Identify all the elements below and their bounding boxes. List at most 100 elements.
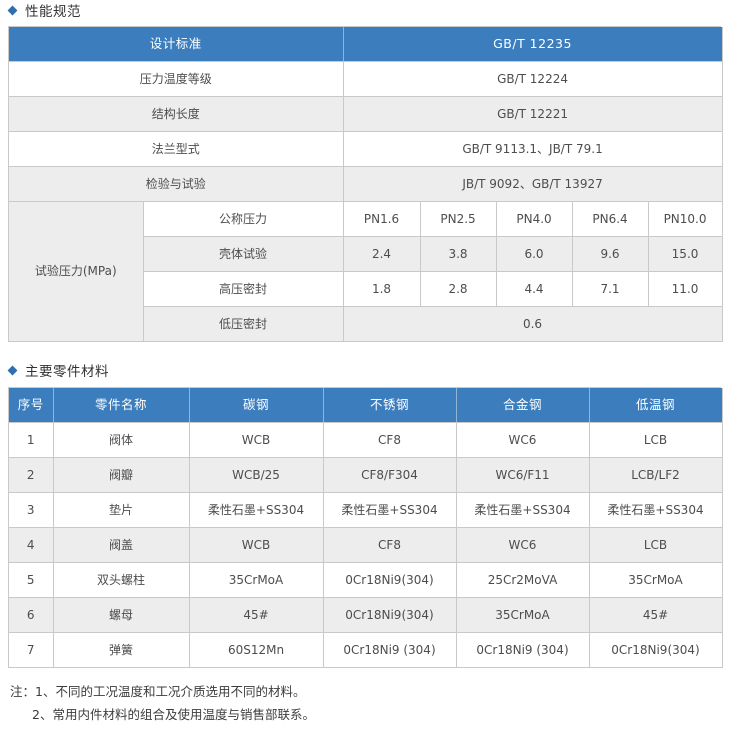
cell-alloy-steel: WC6 bbox=[456, 527, 590, 563]
cell-part-name: 阀瓣 bbox=[53, 457, 190, 493]
cell-carbon-steel: WCB bbox=[189, 422, 324, 458]
nominal-pressure-label: 公称压力 bbox=[143, 201, 344, 237]
table-row: 3 垫片 柔性石墨+SS304 柔性石墨+SS304 柔性石墨+SS304 柔性… bbox=[9, 492, 723, 528]
shell-test-value: 6.0 bbox=[496, 236, 573, 272]
nominal-pressure-value: PN1.6 bbox=[343, 201, 421, 237]
cell-no: 6 bbox=[9, 597, 54, 633]
col-header-carbon-steel: 碳钢 bbox=[189, 388, 324, 423]
shell-test-label: 壳体试验 bbox=[143, 236, 344, 272]
cell-part-name: 螺母 bbox=[53, 597, 190, 633]
nominal-pressure-value: PN2.5 bbox=[420, 201, 497, 237]
cell-alloy-steel: 35CrMoA bbox=[456, 597, 590, 633]
performance-spec-table: 设计标准 GB/T 12235 压力温度等级 GB/T 12224 结构长度 G… bbox=[8, 26, 723, 342]
table-row: 4 阀盖 WCB CF8 WC6 LCB bbox=[9, 527, 723, 563]
main-part-materials-table: 序号 零件名称 碳钢 不锈钢 合金钢 低温钢 1 阀体 WCB CF8 WC6 … bbox=[8, 387, 723, 668]
spec-header-label: 设计标准 bbox=[9, 27, 344, 62]
cell-part-name: 垫片 bbox=[53, 492, 190, 528]
spec-row-value: GB/T 12224 bbox=[343, 61, 723, 97]
cell-low-temp-steel: LCB bbox=[589, 422, 723, 458]
cell-stainless-steel: 0Cr18Ni9(304) bbox=[323, 597, 457, 633]
high-seal-value: 2.8 bbox=[420, 271, 497, 307]
cell-low-temp-steel: 45# bbox=[589, 597, 723, 633]
spec-header-value: GB/T 12235 bbox=[343, 27, 723, 62]
col-header-alloy-steel: 合金钢 bbox=[456, 388, 590, 423]
table-row: 结构长度 GB/T 12221 bbox=[9, 96, 723, 132]
footnote-line-2: 2、常用内件材料的组合及使用温度与销售部联系。 bbox=[32, 707, 315, 723]
table-row: 1 阀体 WCB CF8 WC6 LCB bbox=[9, 422, 723, 458]
table-row: 2 阀瓣 WCB/25 CF8/F304 WC6/F11 LCB/LF2 bbox=[9, 457, 723, 493]
cell-no: 1 bbox=[9, 422, 54, 458]
table-row: 法兰型式 GB/T 9113.1、JB/T 79.1 bbox=[9, 131, 723, 167]
cell-stainless-steel: CF8 bbox=[323, 527, 457, 563]
shell-test-value: 15.0 bbox=[648, 236, 723, 272]
col-header-part-name: 零件名称 bbox=[53, 388, 190, 423]
cell-alloy-steel: 柔性石墨+SS304 bbox=[456, 492, 590, 528]
col-header-stainless-steel: 不锈钢 bbox=[323, 388, 457, 423]
cell-no: 2 bbox=[9, 457, 54, 493]
cell-part-name: 阀体 bbox=[53, 422, 190, 458]
material-grid: 序号 零件名称 碳钢 不锈钢 合金钢 低温钢 1 阀体 WCB CF8 WC6 … bbox=[9, 388, 723, 668]
col-header-low-temp-steel: 低温钢 bbox=[589, 388, 723, 423]
cell-alloy-steel: 25Cr2MoVA bbox=[456, 562, 590, 598]
section-title-text: 性能规范 bbox=[25, 4, 81, 20]
cell-stainless-steel: 0Cr18Ni9(304) bbox=[323, 562, 457, 598]
low-seal-label: 低压密封 bbox=[143, 306, 344, 342]
table-row: 压力温度等级 GB/T 12224 bbox=[9, 61, 723, 97]
cell-stainless-steel: 0Cr18Ni9 (304) bbox=[323, 632, 457, 668]
cell-alloy-steel: 0Cr18Ni9 (304) bbox=[456, 632, 590, 668]
test-pressure-group-label: 试验压力(MPa) bbox=[9, 201, 144, 342]
cell-stainless-steel: 柔性石墨+SS304 bbox=[323, 492, 457, 528]
cell-carbon-steel: 60S12Mn bbox=[189, 632, 324, 668]
table-header-row: 序号 零件名称 碳钢 不锈钢 合金钢 低温钢 bbox=[9, 388, 723, 423]
cell-stainless-steel: CF8 bbox=[323, 422, 457, 458]
cell-part-name: 双头螺柱 bbox=[53, 562, 190, 598]
diamond-bullet-icon bbox=[7, 365, 18, 375]
cell-low-temp-steel: 35CrMoA bbox=[589, 562, 723, 598]
footnote-line-1: 注：1、不同的工况温度和工况介质选用不同的材料。 bbox=[10, 684, 306, 699]
table-row: 5 双头螺柱 35CrMoA 0Cr18Ni9(304) 25Cr2MoVA 3… bbox=[9, 562, 723, 598]
cell-stainless-steel: CF8/F304 bbox=[323, 457, 457, 493]
table-row-shell-test: 壳体试验 2.4 3.8 6.0 9.6 15.0 bbox=[9, 236, 723, 272]
high-seal-value: 1.8 bbox=[343, 271, 421, 307]
spec-grid: 设计标准 GB/T 12235 压力温度等级 GB/T 12224 结构长度 G… bbox=[9, 27, 723, 342]
high-seal-value: 11.0 bbox=[648, 271, 723, 307]
table-row: 检验与试验 JB/T 9092、GB/T 13927 bbox=[9, 166, 723, 202]
low-seal-value: 0.6 bbox=[343, 306, 723, 342]
table-row: 6 螺母 45# 0Cr18Ni9(304) 35CrMoA 45# bbox=[9, 597, 723, 633]
cell-carbon-steel: 45# bbox=[189, 597, 324, 633]
spec-row-label: 法兰型式 bbox=[9, 131, 344, 167]
cell-part-name: 阀盖 bbox=[53, 527, 190, 563]
shell-test-value: 9.6 bbox=[572, 236, 649, 272]
col-header-no: 序号 bbox=[9, 388, 54, 423]
cell-part-name: 弹簧 bbox=[53, 632, 190, 668]
cell-carbon-steel: WCB/25 bbox=[189, 457, 324, 493]
cell-no: 3 bbox=[9, 492, 54, 528]
high-seal-value: 7.1 bbox=[572, 271, 649, 307]
spec-row-value: GB/T 9113.1、JB/T 79.1 bbox=[343, 131, 723, 167]
cell-low-temp-steel: 柔性石墨+SS304 bbox=[589, 492, 723, 528]
section-title-text: 主要零件材料 bbox=[25, 364, 109, 380]
cell-low-temp-steel: LCB/LF2 bbox=[589, 457, 723, 493]
cell-no: 4 bbox=[9, 527, 54, 563]
cell-no: 5 bbox=[9, 562, 54, 598]
table-row: 7 弹簧 60S12Mn 0Cr18Ni9 (304) 0Cr18Ni9 (30… bbox=[9, 632, 723, 668]
high-seal-label: 高压密封 bbox=[143, 271, 344, 307]
table-row-design-standard: 设计标准 GB/T 12235 bbox=[9, 27, 723, 62]
spec-row-label: 结构长度 bbox=[9, 96, 344, 132]
cell-low-temp-steel: 0Cr18Ni9(304) bbox=[589, 632, 723, 668]
table-row-nominal-pressure: 试验压力(MPa) 公称压力 PN1.6 PN2.5 PN4.0 PN6.4 P… bbox=[9, 201, 723, 342]
spec-row-value: JB/T 9092、GB/T 13927 bbox=[343, 166, 723, 202]
cell-no: 7 bbox=[9, 632, 54, 668]
diamond-bullet-icon bbox=[7, 5, 18, 15]
cell-carbon-steel: 35CrMoA bbox=[189, 562, 324, 598]
cell-low-temp-steel: LCB bbox=[589, 527, 723, 563]
section-heading-main-part-materials: 主要零件材料 bbox=[0, 360, 729, 380]
high-seal-value: 4.4 bbox=[496, 271, 573, 307]
spec-row-label: 检验与试验 bbox=[9, 166, 344, 202]
cell-carbon-steel: 柔性石墨+SS304 bbox=[189, 492, 324, 528]
nominal-pressure-value: PN10.0 bbox=[648, 201, 723, 237]
spec-row-value: GB/T 12221 bbox=[343, 96, 723, 132]
cell-carbon-steel: WCB bbox=[189, 527, 324, 563]
shell-test-value: 2.4 bbox=[343, 236, 421, 272]
shell-test-value: 3.8 bbox=[420, 236, 497, 272]
